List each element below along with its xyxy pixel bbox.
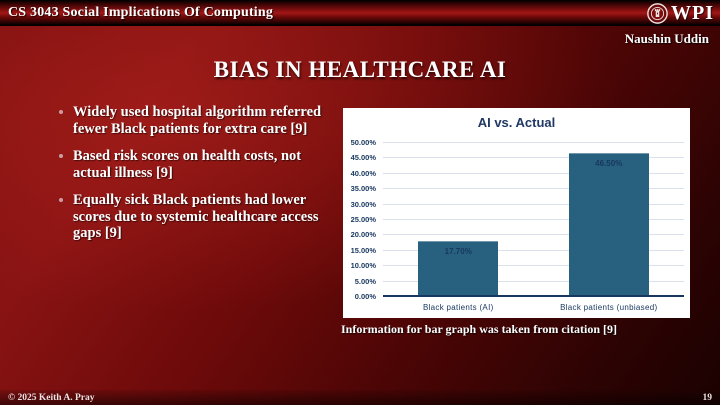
gridline xyxy=(383,157,684,159)
bullet-item: Equally sick Black patients had lower sc… xyxy=(57,192,341,242)
y-tick-label: 45.00% xyxy=(350,153,376,163)
gridline xyxy=(383,188,684,190)
y-tick-label: 50.00% xyxy=(350,138,376,147)
course-title: CS 3043 Social Implications Of Computing xyxy=(8,4,274,20)
page-number: 19 xyxy=(702,392,713,403)
y-tick-label: 35.00% xyxy=(350,184,376,194)
gridline xyxy=(383,172,684,174)
x-category-label: Black patients (unbiased) xyxy=(560,303,658,312)
wpi-logo: WPI xyxy=(647,2,714,24)
bar: 17.70% xyxy=(418,241,499,297)
gridline xyxy=(383,249,684,251)
copyright-text: © 2025 Keith A. Pray xyxy=(8,392,95,403)
wpi-logo-text: WPI xyxy=(671,2,714,24)
chart-caption: Information for bar graph was taken from… xyxy=(341,322,617,336)
chart-y-axis: 0.00% 5.00% 10.00% 15.00% 20.00% 25.00% 30.00%… xyxy=(343,138,378,301)
y-tick-label: 40.00% xyxy=(350,168,376,178)
gridline xyxy=(383,142,684,143)
y-tick-label: 10.00% xyxy=(350,261,376,271)
footer: © 2025 Keith A. Pray 19 xyxy=(0,390,720,405)
y-tick-label: 0.00% xyxy=(354,292,376,301)
gridline xyxy=(383,234,684,236)
y-tick-label: 30.00% xyxy=(350,199,376,209)
bar-value-label: 46.50% xyxy=(595,158,623,168)
y-tick-label: 15.00% xyxy=(350,245,376,255)
page-title: BIAS IN HEALTHCARE AI xyxy=(213,57,507,82)
bullet-item: Based risk scores on health costs, not a… xyxy=(57,148,341,181)
x-category-label: Black patients (AI) xyxy=(422,303,494,312)
bullet-list: Widely used hospital algorithm referred … xyxy=(57,104,341,253)
top-banner: CS 3043 Social Implications Of Computing xyxy=(0,0,720,26)
y-tick-label: 5.00% xyxy=(354,276,376,286)
x-axis-line xyxy=(383,295,684,297)
chart-title: AI vs. Actual xyxy=(477,115,556,130)
bar-value-label: 17.70% xyxy=(444,247,472,257)
bar-chart: AI vs. Actual 0.00% 5.00% 10.00% 15.00% 20.0… xyxy=(343,108,690,318)
author-name: Naushin Uddin xyxy=(624,31,709,46)
y-tick-label: 20.00% xyxy=(350,230,376,240)
wpi-seal-icon xyxy=(647,2,668,24)
gridline xyxy=(383,265,684,267)
gridline xyxy=(383,280,684,282)
y-tick-label: 25.00% xyxy=(350,215,376,224)
chart-plot-area: 17.70% Black patients (AI) 46.50% Black pat… xyxy=(383,142,684,312)
gridline xyxy=(383,203,684,205)
gridline xyxy=(383,219,684,220)
bar: 46.50% xyxy=(568,152,649,297)
bullet-item: Widely used hospital algorithm referred … xyxy=(57,104,341,137)
